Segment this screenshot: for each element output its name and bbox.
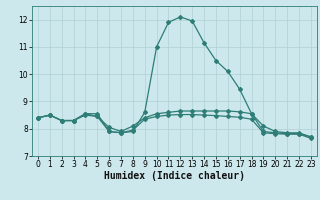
X-axis label: Humidex (Indice chaleur): Humidex (Indice chaleur)	[104, 171, 245, 181]
